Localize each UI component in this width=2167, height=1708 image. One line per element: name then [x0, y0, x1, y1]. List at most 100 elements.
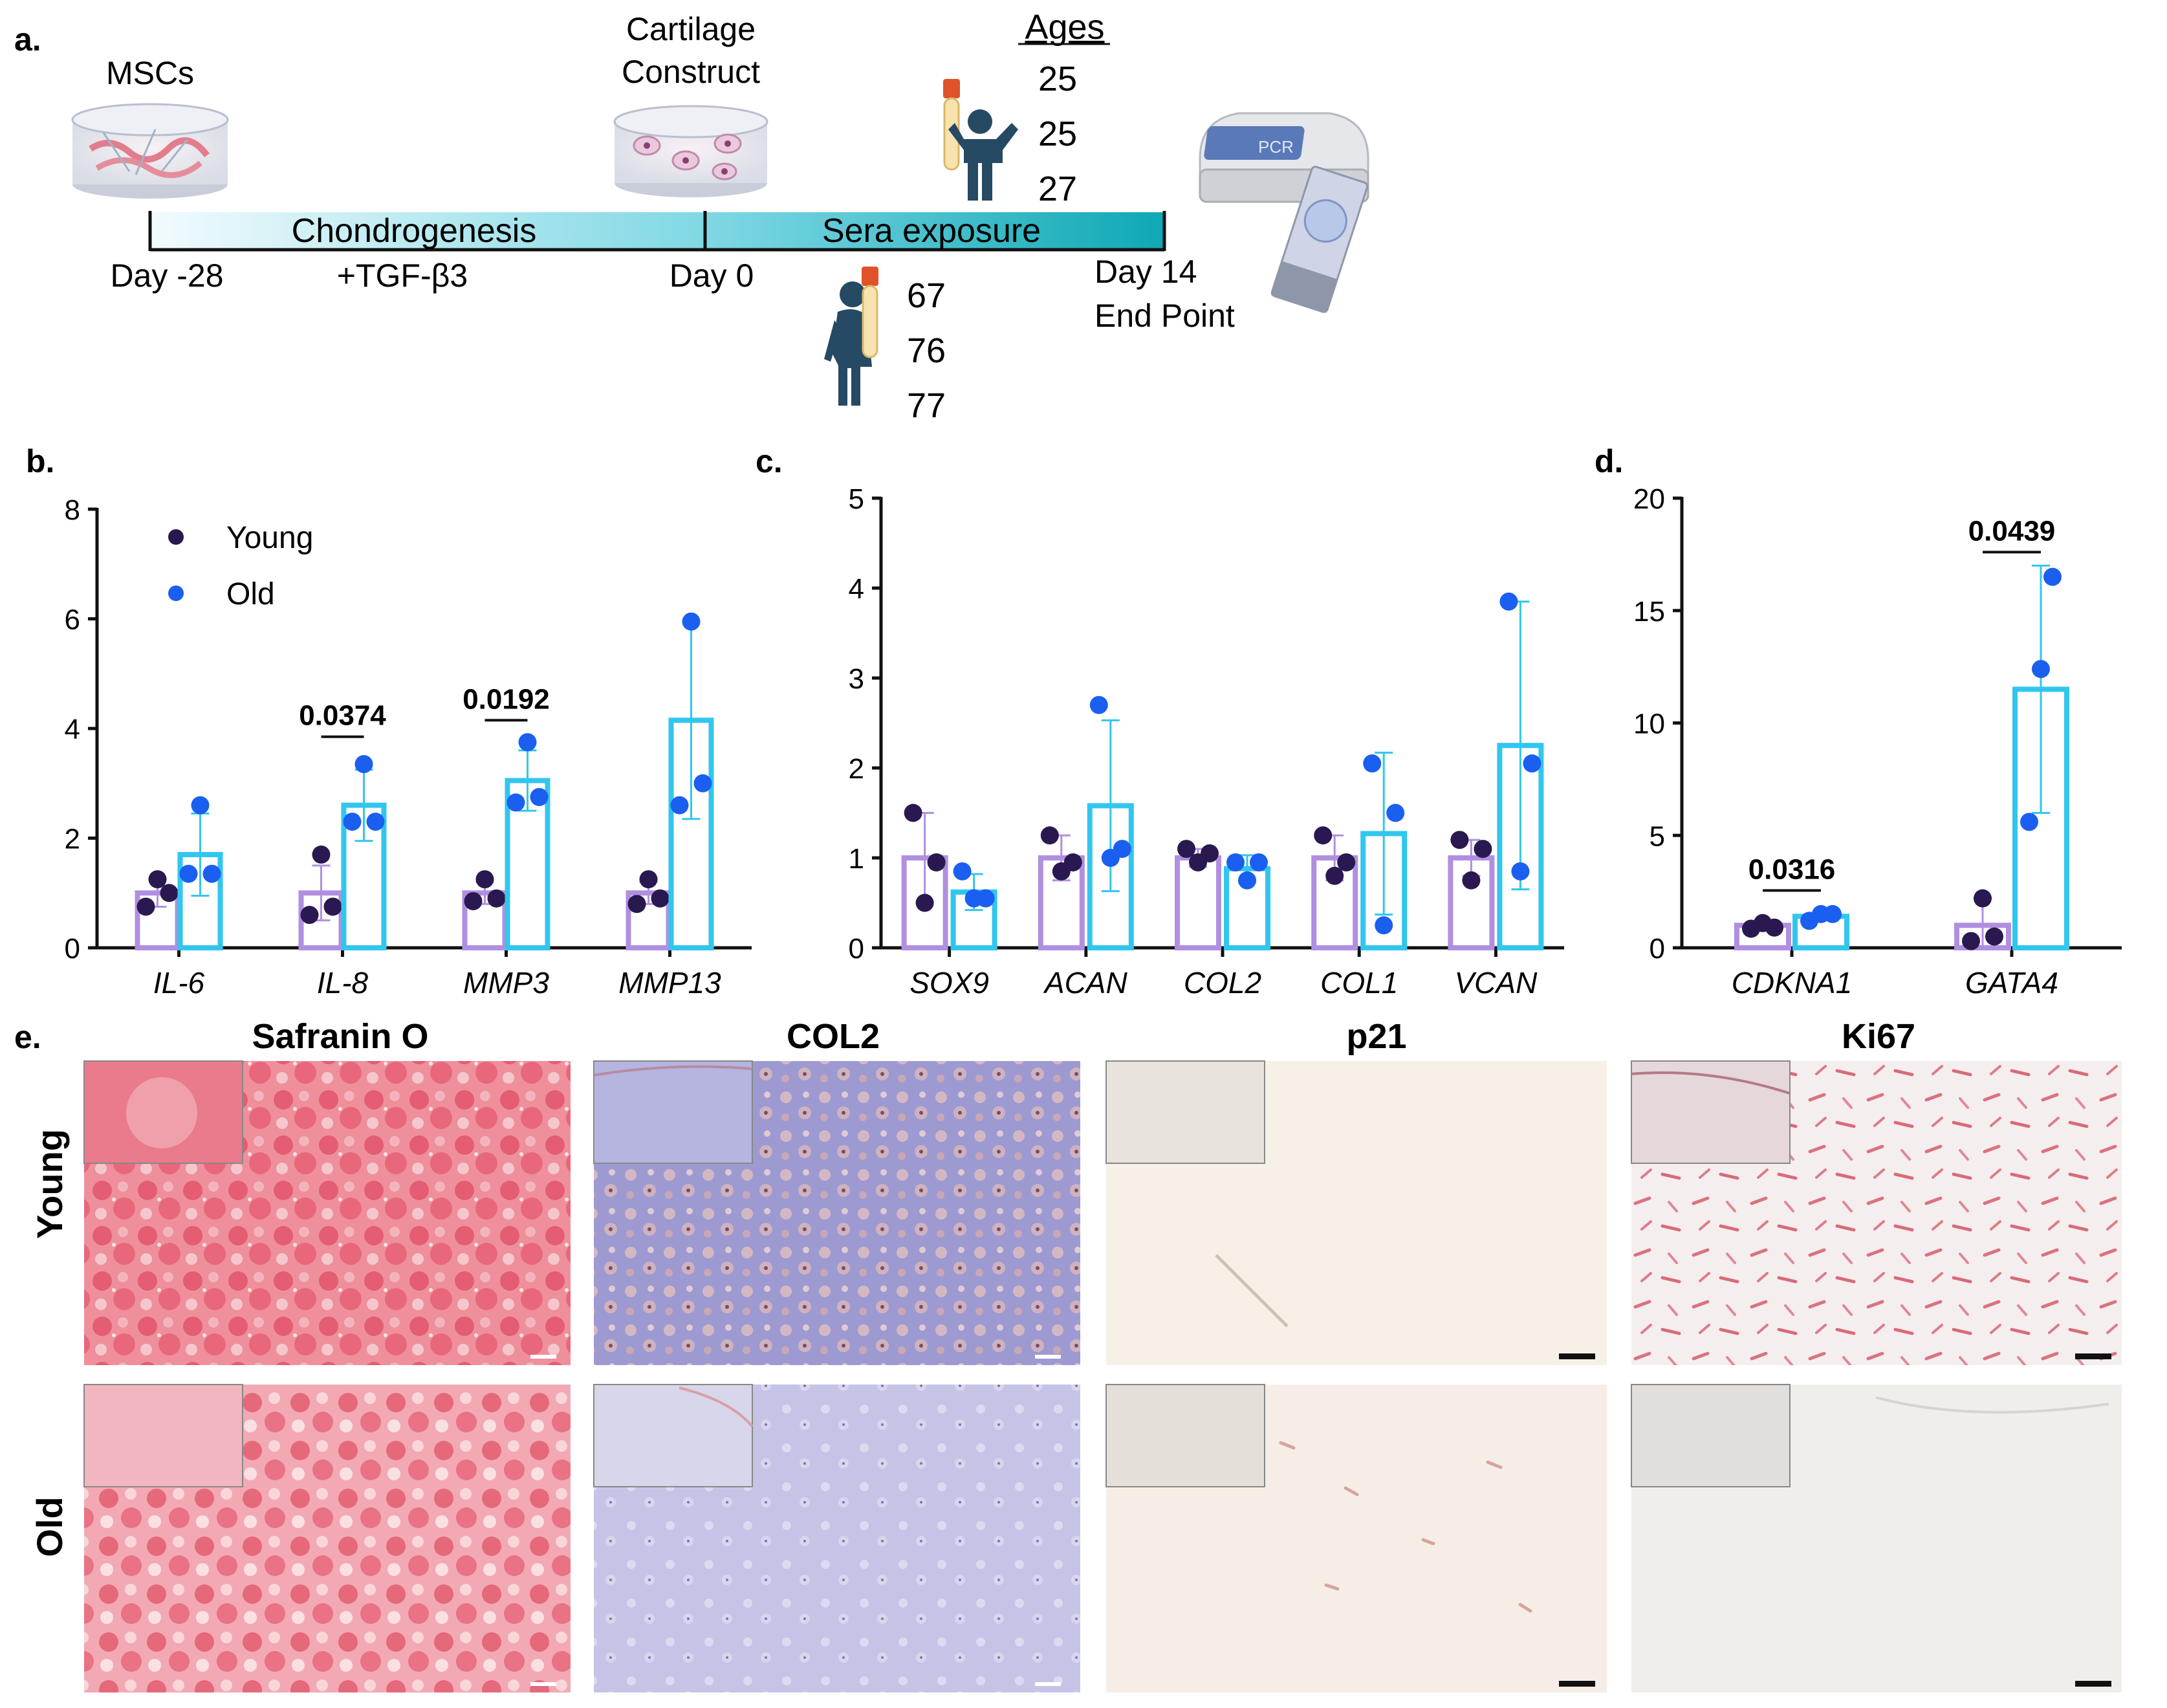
old-age-2: 76	[907, 331, 946, 370]
row-label-old: Old	[29, 1496, 70, 1557]
day-zero-label: Day 0	[670, 257, 754, 294]
data-point-old	[366, 813, 385, 831]
construct-label-line1: Cartilage	[626, 11, 756, 47]
x-tick-label: MMP3	[463, 966, 549, 1000]
panel-d-label: d.	[1595, 443, 1623, 479]
data-point-old	[518, 733, 537, 752]
data-point-old	[670, 796, 689, 815]
p-value-label: 0.0192	[463, 683, 550, 715]
msc-label: MSCs	[106, 55, 194, 91]
data-point-young	[136, 897, 155, 916]
micrograph-p21-young	[1105, 1060, 1607, 1365]
x-tick-label: SOX9	[909, 966, 989, 1000]
treatment-label: +TGF-β3	[337, 257, 468, 294]
blood-tube-icon-old	[862, 267, 878, 358]
p-value-label: 0.0439	[1968, 515, 2056, 547]
data-point-old	[2020, 813, 2038, 831]
data-point-young	[639, 870, 658, 889]
legend-young-marker	[168, 529, 184, 545]
data-point-young	[300, 906, 319, 925]
data-point-young	[1474, 840, 1492, 859]
data-point-old	[530, 787, 549, 806]
micrograph-safranin-young	[83, 1060, 571, 1365]
y-tick-label: 0	[65, 933, 80, 965]
micrograph-col2-young	[593, 1060, 1080, 1365]
data-point-old	[354, 755, 373, 774]
x-tick-label: ACAN	[1043, 966, 1128, 1000]
x-tick-label: COL1	[1320, 966, 1398, 1000]
data-point-young	[651, 889, 670, 908]
column-title-ki67: Ki67	[1842, 1017, 1915, 1056]
p-value-label: 0.0316	[1748, 853, 1836, 885]
legend-old-label: Old	[226, 577, 275, 611]
data-point-young	[1040, 826, 1059, 845]
petri-dish-icon	[71, 103, 229, 199]
data-point-young	[1314, 826, 1333, 845]
data-point-old	[1523, 754, 1541, 773]
old-age-1: 67	[907, 276, 946, 315]
column-title-safranin: Safranin O	[252, 1017, 428, 1056]
chart-c: 0 1 2 3 4 5 SOX9 ACAN COL2 COL1 VCAN	[849, 483, 1564, 1000]
data-point-young	[904, 804, 922, 822]
old-age-3: 77	[907, 386, 946, 425]
panel-e: e. Safranin O COL2 p21 Ki67 Young Old	[14, 1017, 2122, 1692]
data-point-young	[1325, 866, 1344, 885]
chart-d: 0 5 10 15 20 CDKNA1 GATA4 0.0316 0.0439	[1633, 483, 2122, 1000]
legend: Young Old	[168, 521, 313, 611]
x-tick-label: GATA4	[1965, 966, 2058, 1000]
x-tick-label: MMP13	[618, 966, 721, 1000]
x-tick-label: CDKNA1	[1732, 966, 1853, 1000]
data-point-old	[682, 612, 701, 631]
micrograph-ki67-young	[1631, 1060, 2122, 1365]
data-point-young	[487, 889, 506, 908]
y-tick-label: 4	[65, 714, 80, 745]
data-point-old	[1375, 916, 1393, 935]
column-title-p21: p21	[1346, 1017, 1406, 1056]
data-point-old	[693, 774, 712, 793]
micrograph-safranin-old	[83, 1384, 571, 1692]
panel-b-label: b.	[26, 443, 54, 479]
data-point-old	[1250, 853, 1268, 871]
legend-young-label: Young	[226, 521, 313, 555]
legend-old-marker	[168, 586, 184, 601]
p-value-label: 0.0374	[299, 700, 386, 732]
data-point-old	[976, 889, 995, 908]
chart-b: Young Old 0 2 4 6 8 IL-6 IL-8 MMP3 MMP13 0.0374 0.…	[65, 494, 752, 1000]
y-tick-label: 4	[849, 573, 864, 605]
cartilage-construct-icon	[613, 105, 768, 197]
data-point-old	[1363, 754, 1382, 773]
data-point-young	[1974, 889, 1992, 908]
data-point-young	[1765, 918, 1783, 937]
data-point-old	[1499, 592, 1518, 611]
x-tick-label: COL2	[1184, 966, 1261, 1000]
y-tick-label: 5	[849, 483, 864, 515]
data-point-old	[191, 796, 210, 815]
x-tick-label: VCAN	[1454, 966, 1538, 1000]
data-point-old	[343, 813, 362, 831]
y-tick-label: 1	[849, 843, 864, 875]
end-point-label: End Point	[1094, 298, 1235, 334]
data-point-old	[2043, 567, 2062, 586]
young-age-1: 25	[1038, 60, 1077, 98]
panel-e-label: e.	[14, 1019, 41, 1055]
data-point-old	[1511, 862, 1530, 881]
phase-chondrogenesis: Chondrogenesis	[292, 212, 537, 250]
data-point-young	[627, 895, 646, 914]
data-point-young	[475, 870, 494, 889]
row-label-young: Young	[29, 1129, 70, 1239]
x-tick-label: IL-6	[153, 966, 205, 1000]
day-start-label: Day -28	[110, 257, 223, 294]
data-point-young	[160, 884, 179, 903]
y-tick-label: 8	[65, 494, 80, 526]
ages-title: Ages	[1025, 8, 1104, 47]
data-point-old	[1089, 695, 1108, 714]
construct-label-line2: Construct	[622, 54, 760, 90]
y-tick-label: 20	[1633, 483, 1665, 515]
data-point-young	[323, 897, 342, 916]
micrograph-ki67-old	[1631, 1384, 2122, 1692]
data-point-old	[2032, 660, 2050, 679]
data-point-old	[1238, 871, 1256, 890]
data-point-young	[1063, 853, 1082, 871]
y-tick-label: 10	[1633, 708, 1665, 740]
data-point-young	[1985, 927, 2003, 946]
